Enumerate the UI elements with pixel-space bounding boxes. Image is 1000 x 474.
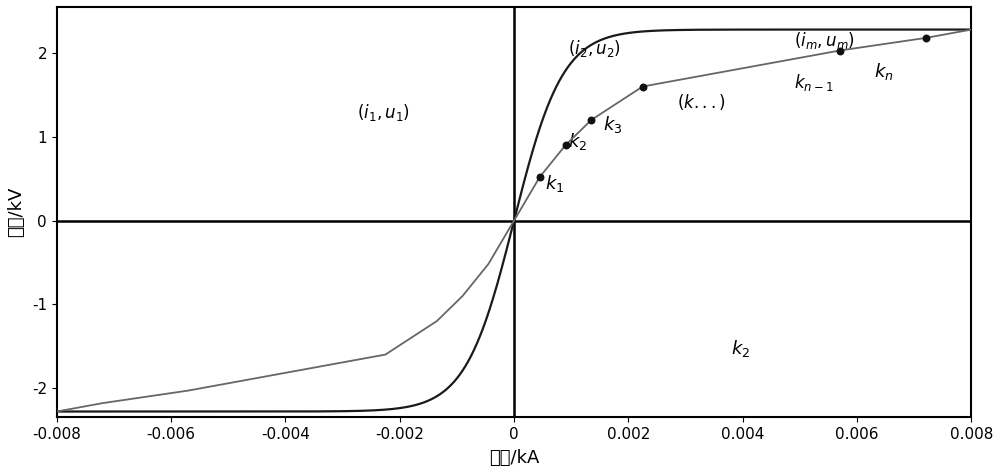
- Text: $k_{n-1}$: $k_{n-1}$: [794, 72, 834, 93]
- Text: $k_1$: $k_1$: [545, 173, 565, 194]
- X-axis label: 电流/kA: 电流/kA: [489, 449, 539, 467]
- Text: $(i_2,u_2)$: $(i_2,u_2)$: [568, 38, 621, 59]
- Point: [583, 116, 599, 124]
- Point: [832, 47, 848, 55]
- Point: [532, 173, 548, 181]
- Text: $(i_m,u_m)$: $(i_m,u_m)$: [794, 30, 855, 51]
- Text: $k_2$: $k_2$: [731, 338, 750, 359]
- Point: [635, 83, 651, 91]
- Point: [558, 141, 574, 149]
- Text: $k_3$: $k_3$: [603, 114, 622, 135]
- Point: [918, 34, 934, 42]
- Y-axis label: 电压/kV: 电压/kV: [7, 187, 25, 237]
- Text: $(i_1,u_1)$: $(i_1,u_1)$: [357, 101, 410, 123]
- Text: $k_2$: $k_2$: [568, 131, 588, 152]
- Text: $k_n$: $k_n$: [874, 61, 894, 82]
- Text: $(k...)$: $(k...)$: [677, 91, 726, 112]
